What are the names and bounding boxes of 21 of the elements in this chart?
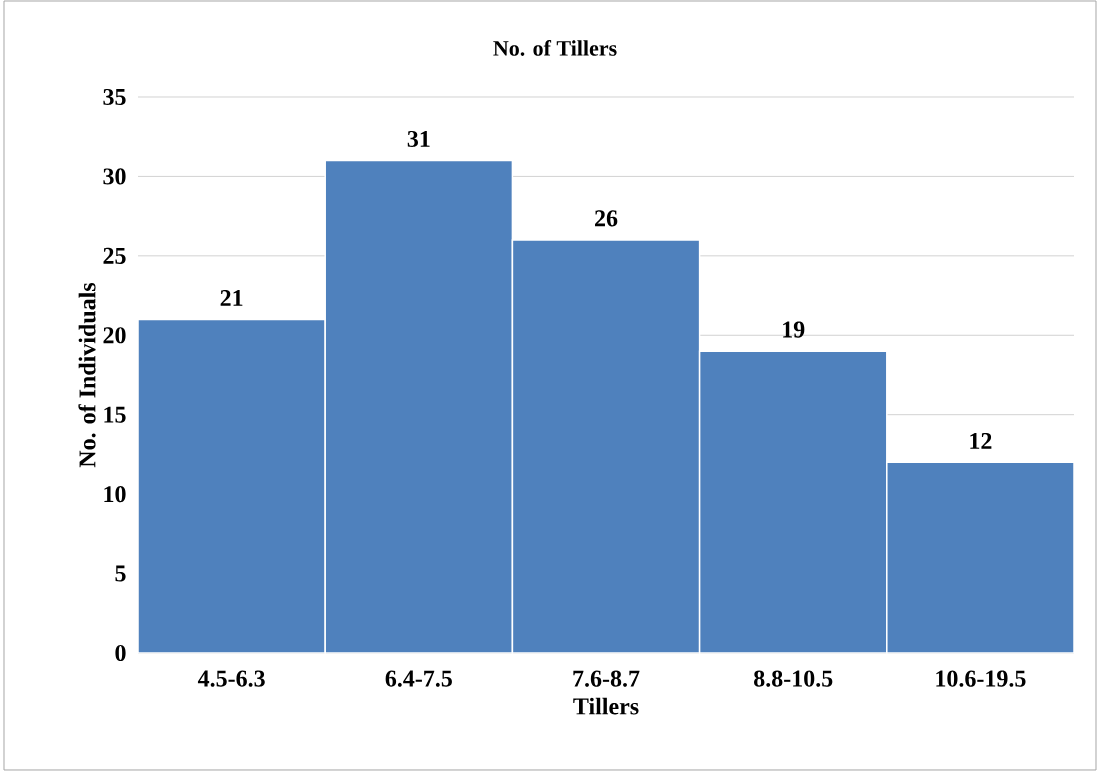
y-tick-label: 10	[104, 486, 126, 503]
x-tick-label: 8.8-10.5	[754, 670, 833, 687]
y-tick-label: 15	[104, 406, 126, 423]
data-label: 21	[220, 289, 243, 306]
data-label: 26	[595, 210, 618, 227]
data-label: 19	[783, 321, 805, 338]
data-label: 12	[970, 432, 992, 449]
x-axis-title: Tillers	[573, 697, 639, 715]
y-tick-label: 30	[103, 168, 126, 185]
x-tick-label: 6.4-7.5	[385, 670, 452, 687]
y-tick-label: 25	[103, 247, 126, 264]
y-axis-title: No. of Individuals	[78, 282, 96, 468]
y-tick-label: 35	[103, 88, 126, 106]
data-label: 31	[407, 130, 430, 147]
x-tick-label: 7.6-8.7	[573, 670, 640, 687]
y-tick-label: 5	[115, 565, 126, 582]
y-tick-label: 0	[115, 644, 126, 662]
chart-title: No. of Tillers	[493, 40, 617, 56]
x-tick-label: 10.6-19.5	[936, 670, 1026, 687]
y-tick-label: 20	[103, 327, 126, 344]
x-tick-label: 4.5-6.3	[197, 670, 265, 687]
